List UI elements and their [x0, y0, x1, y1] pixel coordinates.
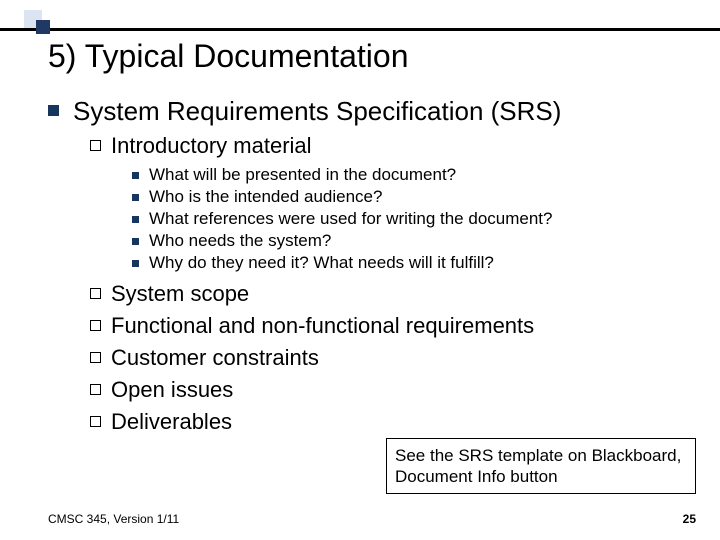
callout-box: See the SRS template on Blackboard, Docu…: [386, 438, 696, 495]
small-square-icon: [132, 172, 139, 179]
level3-item: Why do they need it? What needs will it …: [132, 253, 696, 273]
level3-item: Who needs the system?: [132, 231, 696, 251]
level3-item: What will be presented in the document?: [132, 165, 696, 185]
level2-item: Functional and non-functional requiremen…: [90, 313, 696, 339]
level2-text: Functional and non-functional requiremen…: [111, 313, 534, 339]
hollow-square-icon: [90, 384, 101, 395]
hollow-square-icon: [90, 416, 101, 427]
level3-text: What references were used for writing th…: [149, 209, 552, 229]
level2-text: Introductory material: [111, 133, 312, 159]
square-bullet-icon: [48, 105, 59, 116]
level3-text: What will be presented in the document?: [149, 165, 456, 185]
hollow-square-icon: [90, 320, 101, 331]
level2-item: System scope: [90, 281, 696, 307]
hollow-square-icon: [90, 140, 101, 151]
level2-item: Customer constraints: [90, 345, 696, 371]
slide-content: System Requirements Specification (SRS) …: [48, 96, 696, 441]
slide-title: 5) Typical Documentation: [48, 38, 408, 75]
level2-item: Deliverables: [90, 409, 696, 435]
top-divider: [0, 28, 720, 31]
level3-text: Who is the intended audience?: [149, 187, 382, 207]
level2-text: Customer constraints: [111, 345, 319, 371]
hollow-square-icon: [90, 288, 101, 299]
level1-item: System Requirements Specification (SRS): [48, 96, 696, 127]
level2-text: Deliverables: [111, 409, 232, 435]
small-square-icon: [132, 194, 139, 201]
level2-text: Open issues: [111, 377, 233, 403]
slide-number: 25: [683, 512, 696, 526]
level2-text: System scope: [111, 281, 249, 307]
level2-item: Open issues: [90, 377, 696, 403]
level3-text: Why do they need it? What needs will it …: [149, 253, 494, 273]
hollow-square-icon: [90, 352, 101, 363]
small-square-icon: [132, 238, 139, 245]
level3-item: What references were used for writing th…: [132, 209, 696, 229]
small-square-icon: [132, 260, 139, 267]
level2-item: Introductory material: [90, 133, 696, 159]
corner-decoration-dark: [36, 20, 50, 34]
level3-text: Who needs the system?: [149, 231, 331, 251]
small-square-icon: [132, 216, 139, 223]
level3-item: Who is the intended audience?: [132, 187, 696, 207]
level1-text: System Requirements Specification (SRS): [73, 96, 561, 127]
footer-course-version: CMSC 345, Version 1/11: [48, 512, 179, 526]
